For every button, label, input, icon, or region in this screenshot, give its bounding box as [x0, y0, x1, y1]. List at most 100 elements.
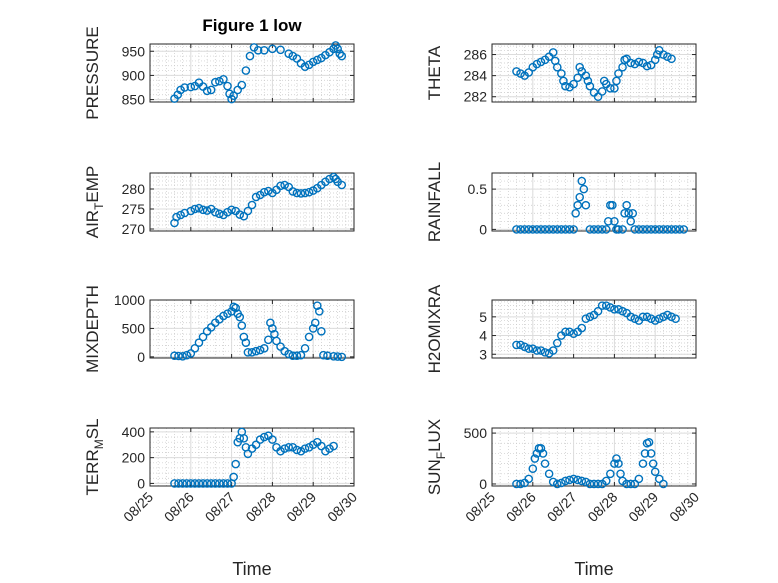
- data-point: [618, 306, 627, 316]
- data-point: [667, 225, 676, 234]
- data-point: [606, 303, 615, 312]
- data-point: [202, 206, 212, 215]
- data-point: [247, 348, 257, 357]
- figure-title: Figure 1 low: [202, 16, 302, 35]
- data-point: [272, 336, 281, 346]
- y-tick-label: 400: [122, 424, 146, 440]
- data-point: [530, 454, 540, 463]
- data-point: [300, 444, 310, 453]
- data-point: [516, 340, 525, 350]
- y-tick-label: 286: [464, 47, 488, 63]
- data-point: [630, 479, 640, 489]
- data-point: [524, 225, 534, 234]
- data-point: [630, 225, 640, 234]
- y-axis-label: H2OMIXRA: [425, 284, 444, 373]
- y-axis-label: TERRMSL: [83, 418, 106, 495]
- data-point: [178, 351, 187, 361]
- data-point: [304, 187, 314, 197]
- data-point: [581, 71, 591, 80]
- data-point: [292, 188, 302, 198]
- data-point: [174, 479, 183, 488]
- data-point: [593, 225, 603, 234]
- data-point: [202, 86, 212, 96]
- data-point: [648, 459, 658, 468]
- data-point: [172, 212, 181, 222]
- data-point: [565, 225, 574, 234]
- data-point: [548, 48, 558, 57]
- x-tick-label: 08/25: [120, 489, 156, 525]
- y-axis-label: RAINFALL: [425, 162, 444, 242]
- data-point: [512, 479, 521, 489]
- data-point: [532, 59, 542, 69]
- y-tick-label: 500: [464, 425, 488, 441]
- data-point: [638, 459, 648, 468]
- data-point: [585, 81, 595, 91]
- data-point: [552, 62, 562, 72]
- data-point: [540, 225, 550, 234]
- y-tick-label: 280: [122, 181, 146, 197]
- data-point: [575, 192, 585, 202]
- data-point: [198, 205, 208, 215]
- data-point: [268, 44, 277, 54]
- data-point: [315, 307, 324, 316]
- data-point: [561, 81, 570, 91]
- x-tick-label: 08/26: [161, 489, 197, 525]
- data-point: [646, 449, 656, 458]
- data-point: [606, 83, 615, 93]
- data-point: [284, 349, 294, 359]
- axes-box: [149, 299, 355, 359]
- data-point: [308, 324, 318, 333]
- data-point: [215, 479, 224, 488]
- data-point: [190, 204, 200, 214]
- data-point: [186, 82, 196, 92]
- data-point: [528, 464, 538, 474]
- y-tick-label: 5: [479, 309, 487, 325]
- data-point: [251, 440, 261, 450]
- data-point: [528, 344, 538, 353]
- data-point: [325, 174, 334, 184]
- subplot-mixdepth: 0 500 1000 MIXDEPTH: [83, 285, 355, 373]
- data-point: [577, 323, 587, 333]
- data-point: [671, 314, 680, 324]
- data-point: [259, 45, 269, 55]
- axes-box: [149, 427, 355, 487]
- subplot-h2omixra: 3 4 5 H2OMIXRA: [425, 284, 697, 373]
- data-point: [194, 479, 204, 488]
- data-point: [186, 206, 196, 216]
- axes-box: [491, 172, 697, 232]
- data-point: [536, 444, 546, 453]
- data-point: [650, 55, 660, 65]
- data-point: [577, 476, 587, 486]
- data-point: [597, 87, 607, 96]
- data-point: [638, 312, 648, 322]
- data-point: [663, 310, 672, 320]
- data-point: [170, 351, 179, 361]
- data-point: [239, 211, 249, 221]
- data-point: [601, 476, 611, 486]
- data-point: [606, 469, 615, 479]
- data-point: [300, 188, 310, 198]
- data-point: [659, 312, 668, 322]
- data-point: [593, 479, 603, 489]
- y-tick-label: 3: [479, 346, 487, 362]
- data-point: [634, 474, 644, 484]
- data-point: [610, 305, 619, 314]
- data-point: [210, 207, 220, 217]
- data-point: [630, 59, 640, 69]
- y-tick-label: 275: [122, 201, 146, 217]
- data-point: [237, 80, 247, 90]
- data-point: [667, 54, 676, 64]
- data-point: [276, 342, 285, 351]
- data-point: [292, 351, 302, 361]
- data-point: [251, 346, 261, 356]
- data-point: [559, 76, 568, 86]
- data-point: [223, 479, 232, 488]
- data-point: [579, 184, 589, 194]
- data-point: [630, 314, 640, 324]
- data-point: [540, 459, 550, 468]
- data-point: [524, 68, 534, 77]
- y-tick-label: 0: [137, 349, 145, 365]
- data-point: [573, 73, 582, 83]
- data-point: [190, 344, 200, 353]
- data-point: [300, 344, 310, 353]
